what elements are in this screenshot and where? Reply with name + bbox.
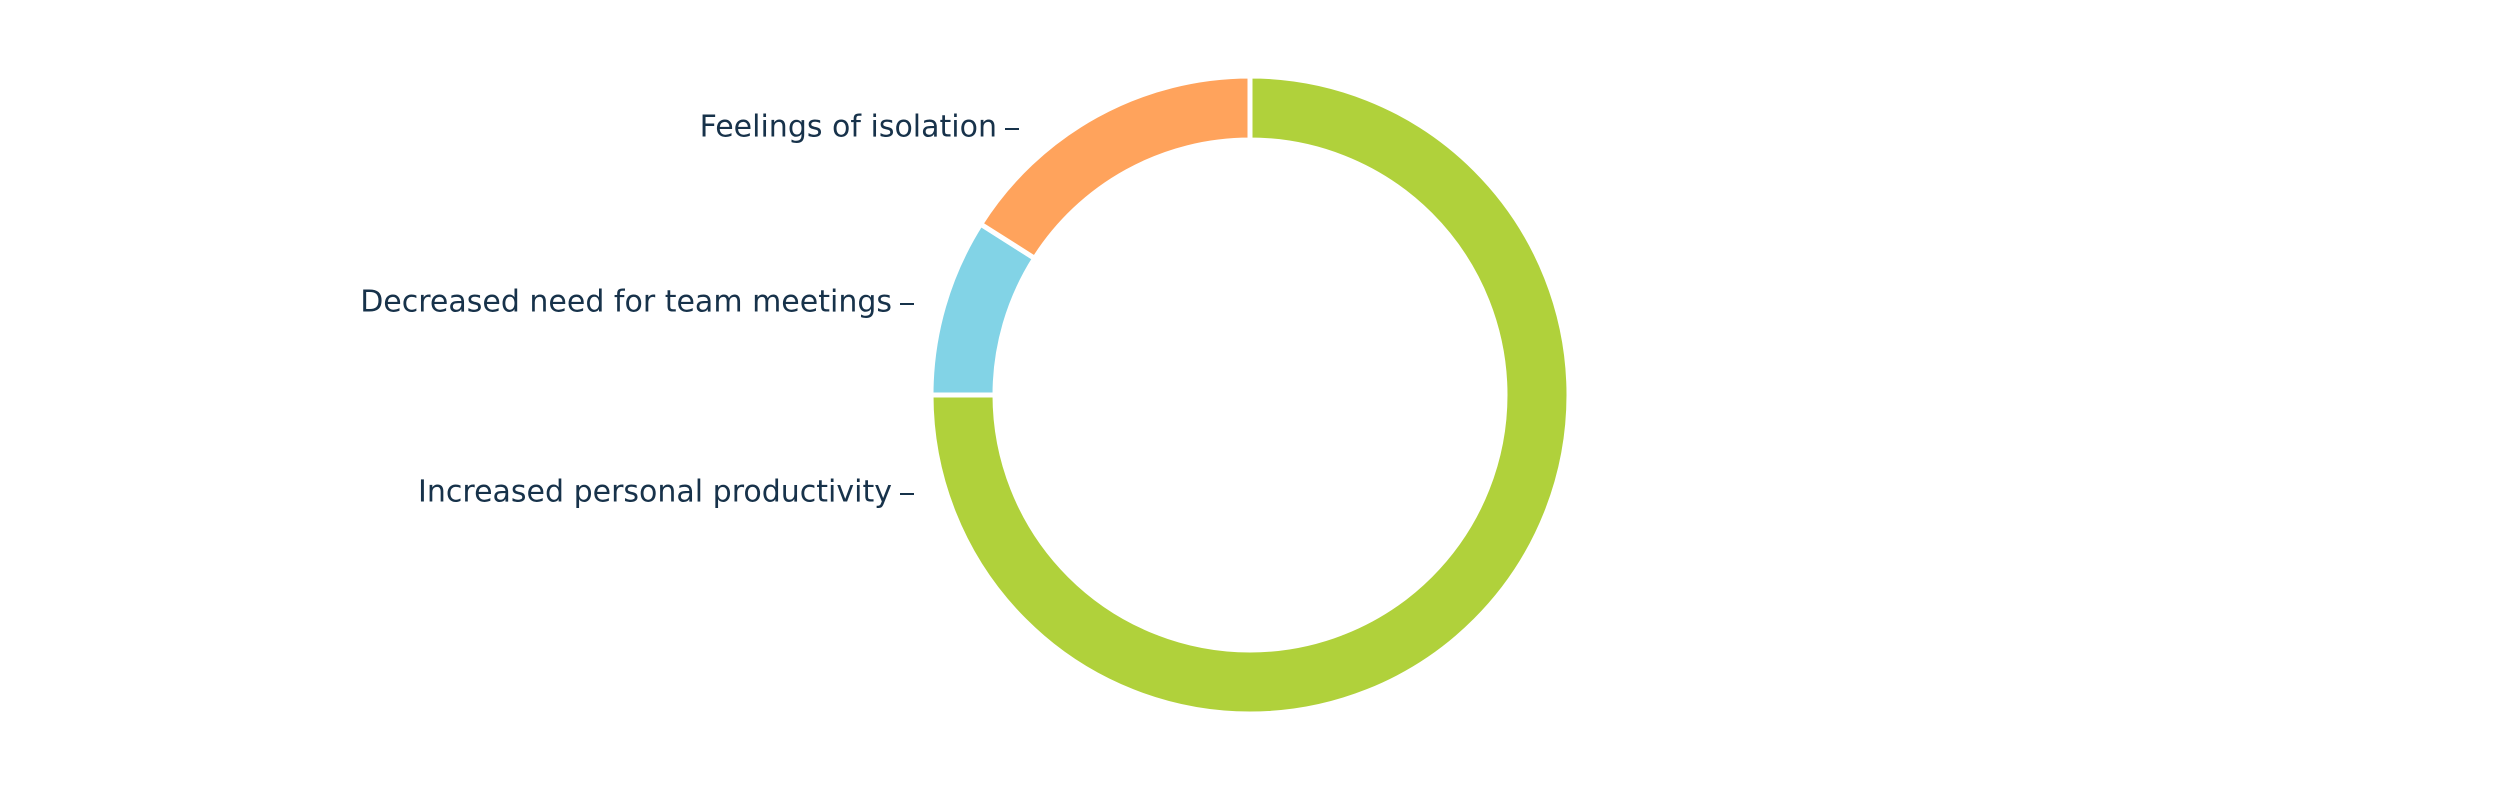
segment-label: Increased personal productivity	[418, 475, 892, 510]
donut-segment	[977, 73, 1253, 262]
segment-label: Decreased need for team meetings	[360, 285, 892, 320]
segment-label: Feelings of isolation	[700, 110, 997, 145]
donut-segment	[928, 73, 1572, 717]
